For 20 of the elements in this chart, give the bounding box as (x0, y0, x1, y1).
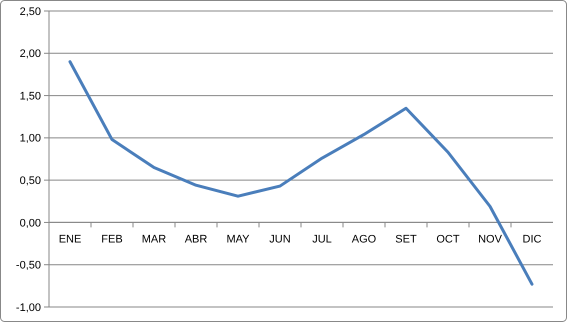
y-tick-label: 1,50 (20, 90, 41, 102)
x-tick-label: MAR (142, 233, 166, 246)
y-tick-label: 2,50 (20, 6, 41, 18)
y-tick-label: 2,00 (20, 48, 41, 60)
x-tick-label: OCT (436, 233, 460, 246)
x-tick-label: FEB (101, 233, 123, 246)
x-tick-label: ENE (58, 233, 82, 246)
x-tick-label: JUL (312, 233, 332, 246)
x-tick-label: SET (395, 233, 417, 246)
y-tick-label: 0,50 (20, 174, 41, 187)
x-tick-label: MAY (226, 233, 250, 246)
y-tick-label: -1,00 (16, 302, 41, 314)
y-tick-label: 0,00 (20, 217, 41, 230)
y-tick-label: -0,50 (16, 260, 41, 272)
x-tick-label: JUN (269, 233, 291, 246)
x-tick-label: DIC (522, 233, 542, 246)
x-tick-label: NOV (478, 233, 503, 246)
x-tick-label: AGO (352, 233, 377, 246)
y-tick-label: 1,00 (20, 132, 41, 145)
x-tick-label: ABR (184, 233, 208, 246)
